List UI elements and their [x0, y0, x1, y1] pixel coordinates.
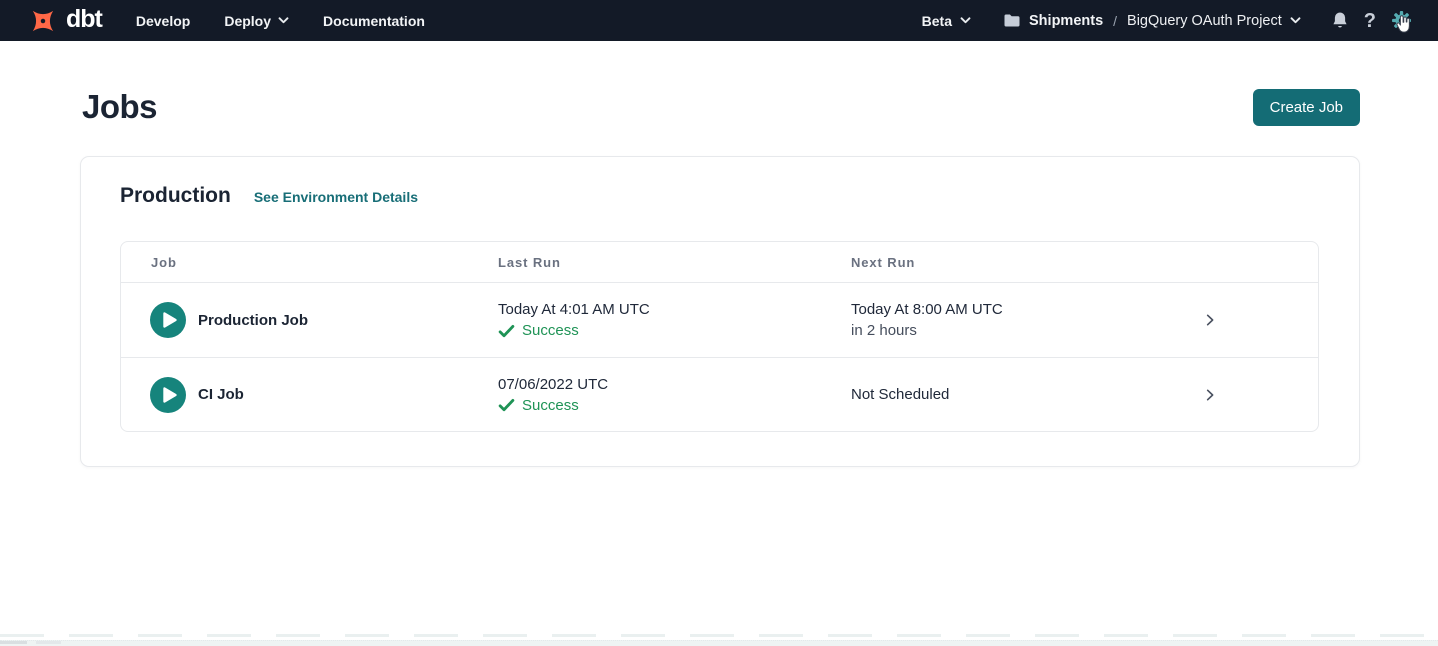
navbar-right: Beta Shipments / BigQuery OAuth Project [922, 10, 1412, 31]
folder-icon [1003, 13, 1021, 28]
beta-dropdown[interactable]: Beta [922, 13, 971, 29]
next-run-relative: in 2 hours [851, 322, 917, 339]
environment-card: Production See Environment Details Job L… [80, 156, 1360, 467]
column-header-next-run: Next Run [851, 254, 916, 270]
environment-name: Production [120, 184, 231, 207]
last-run-time: Today At 4:01 AM UTC [498, 301, 650, 318]
create-job-button[interactable]: Create Job [1252, 89, 1360, 126]
navbar-icon-group: ? [1331, 10, 1412, 31]
chevron-down-icon [960, 17, 971, 24]
table-row-production-job[interactable]: Production Job Today At 4:01 AM UTC Succ… [121, 283, 1318, 357]
chevron-down-icon [278, 17, 289, 24]
dbt-wordmark: dbt [66, 4, 103, 33]
project-breadcrumb[interactable]: Shipments / BigQuery OAuth Project [1003, 13, 1301, 29]
jobs-table: Job Last Run Next Run Production Job Tod… [120, 241, 1319, 432]
beta-label: Beta [921, 12, 953, 29]
dbt-logo-icon [28, 6, 58, 36]
page-title: Jobs [82, 88, 158, 125]
last-run-status: Success [498, 322, 851, 340]
job-name[interactable]: CI Job [198, 386, 244, 403]
nav-item-label: Deploy [224, 12, 272, 29]
run-job-play-button[interactable] [150, 302, 186, 338]
table-row-ci-job[interactable]: CI Job 07/06/2022 UTC Success Not Schedu… [121, 357, 1318, 431]
bottom-artifact-dash [0, 641, 27, 644]
breadcrumb-account[interactable]: Shipments [1029, 12, 1104, 29]
last-run-time: 07/06/2022 UTC [498, 375, 609, 393]
nav-item-develop[interactable]: Develop [136, 13, 190, 29]
notifications-bell-icon[interactable] [1331, 11, 1349, 30]
success-check-icon [498, 398, 515, 413]
nav-item-deploy[interactable]: Deploy [224, 13, 289, 29]
settings-gear-icon[interactable] [1391, 10, 1412, 31]
top-navbar: dbt Develop Deploy Documentation Beta Sh… [0, 0, 1438, 41]
jobs-table-header: Job Last Run Next Run [121, 242, 1318, 283]
help-icon[interactable]: ? [1363, 9, 1376, 32]
next-run-time: Not Scheduled [851, 386, 950, 403]
bottom-artifact-dash [36, 641, 61, 644]
nav-item-documentation[interactable]: Documentation [323, 13, 425, 29]
last-run-status: Success [498, 397, 851, 415]
environment-header: Production See Environment Details [120, 184, 1319, 208]
run-job-play-button[interactable] [150, 376, 186, 413]
bottom-artifact-dashes [0, 634, 1438, 637]
column-header-last-run: Last Run [498, 254, 561, 270]
nav-item-label: Documentation [323, 12, 425, 29]
breadcrumb-project-dropdown[interactable]: BigQuery OAuth Project [1127, 13, 1301, 29]
job-name[interactable]: Production Job [198, 311, 308, 329]
nav-item-label: Develop [135, 12, 191, 29]
breadcrumb-project-label: BigQuery OAuth Project [1127, 12, 1282, 29]
see-environment-details-link[interactable]: See Environment Details [253, 189, 418, 205]
column-header-job: Job [151, 254, 177, 270]
chevron-right-icon[interactable] [1203, 387, 1217, 403]
status-text: Success [522, 396, 579, 414]
next-run-time: Today At 8:00 AM UTC [851, 301, 1003, 318]
primary-nav: Develop Deploy Documentation [136, 13, 425, 29]
status-text: Success [522, 322, 579, 339]
success-check-icon [498, 324, 515, 339]
chevron-down-icon [1290, 17, 1301, 24]
dbt-logo[interactable]: dbt [28, 4, 103, 36]
bottom-artifact-band [0, 640, 1438, 646]
breadcrumb-separator: / [1113, 12, 1118, 29]
chevron-right-icon[interactable] [1203, 312, 1217, 328]
